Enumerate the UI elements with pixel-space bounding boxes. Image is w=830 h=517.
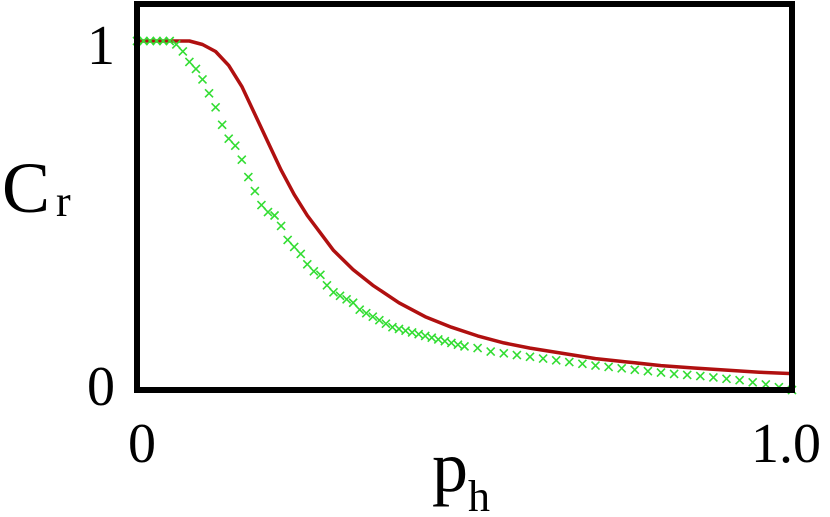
data-point-marker <box>721 374 732 384</box>
y-tick-label-top: 1 <box>87 15 115 77</box>
data-point-marker <box>407 327 417 337</box>
data-point-marker <box>440 336 450 346</box>
data-point-marker <box>604 362 614 372</box>
series-markers-1 <box>132 36 797 395</box>
data-point-marker <box>335 291 345 301</box>
data-point-marker <box>158 36 168 46</box>
data-point-marker <box>355 305 365 315</box>
data-point-marker <box>152 36 162 46</box>
data-point-marker <box>643 366 653 376</box>
data-point-marker <box>328 287 339 297</box>
x-axis-label: p <box>432 427 468 507</box>
data-point-marker <box>256 200 267 210</box>
plot-frame <box>134 1 795 393</box>
data-point-marker <box>269 210 280 221</box>
y-axis-label: C <box>2 148 50 228</box>
data-point-marker <box>322 280 332 290</box>
data-point-marker <box>283 235 293 245</box>
data-point-marker <box>368 312 378 322</box>
data-point-marker <box>191 64 201 74</box>
x-tick-label-left: 0 <box>128 413 156 475</box>
data-point-marker <box>243 172 253 182</box>
data-point-marker <box>302 259 312 269</box>
data-point-marker <box>446 338 456 348</box>
data-point-marker <box>669 369 679 379</box>
data-point-marker <box>204 88 214 98</box>
data-point-marker <box>525 352 535 362</box>
data-point-marker <box>590 361 601 371</box>
data-point-marker <box>695 371 705 381</box>
data-point-marker <box>184 57 194 67</box>
data-point-marker <box>296 249 306 259</box>
data-point-marker <box>178 46 188 57</box>
data-point-marker <box>263 207 273 217</box>
data-point-marker <box>499 348 509 358</box>
y-tick-label-bottom: 0 <box>87 356 115 418</box>
data-point-marker <box>171 39 181 50</box>
data-point-marker <box>374 315 384 325</box>
data-point-marker <box>250 186 260 196</box>
data-point-marker <box>276 221 286 231</box>
data-point-marker <box>748 377 758 387</box>
data-point-marker <box>145 36 155 46</box>
data-point-marker <box>538 354 548 364</box>
data-point-marker <box>708 372 718 383</box>
data-point-marker <box>414 329 424 339</box>
data-point-marker <box>197 74 208 84</box>
data-point-marker <box>630 365 640 375</box>
data-point-marker <box>551 355 561 365</box>
data-point-marker <box>564 357 574 367</box>
data-point-marker <box>682 370 692 380</box>
data-point-marker <box>224 134 234 144</box>
x-axis-label-subscript: h <box>468 472 490 517</box>
data-point-marker <box>394 324 404 334</box>
y-axis-label-subscript: r <box>56 177 71 226</box>
data-point-marker <box>138 36 149 46</box>
data-point-marker <box>217 120 227 130</box>
data-point-marker <box>165 36 175 46</box>
data-point-marker <box>486 347 496 357</box>
data-point-marker <box>473 343 483 353</box>
data-point-marker <box>381 319 391 329</box>
data-point-marker <box>315 270 325 280</box>
data-point-marker <box>453 340 463 350</box>
data-point-marker <box>230 141 240 151</box>
series-layer <box>132 36 797 395</box>
data-point-marker <box>512 350 522 360</box>
data-point-marker <box>433 334 443 344</box>
data-point-marker <box>237 155 247 165</box>
data-point-marker <box>342 294 352 304</box>
data-point-marker <box>211 102 221 112</box>
data-point-marker <box>459 341 470 351</box>
data-point-marker <box>617 363 627 373</box>
data-point-marker <box>577 359 587 369</box>
x-tick-label-right: 1.0 <box>751 413 821 475</box>
data-point-marker <box>656 367 666 378</box>
data-point-marker <box>400 326 411 336</box>
data-point-marker <box>735 375 745 385</box>
data-point-marker <box>309 266 319 276</box>
series-line-0 <box>137 39 793 376</box>
data-point-marker <box>348 298 358 308</box>
data-point-marker <box>387 322 398 332</box>
data-point-marker <box>289 242 299 252</box>
data-point-marker <box>420 331 430 341</box>
data-point-marker <box>361 308 371 318</box>
data-point-marker <box>427 333 437 343</box>
